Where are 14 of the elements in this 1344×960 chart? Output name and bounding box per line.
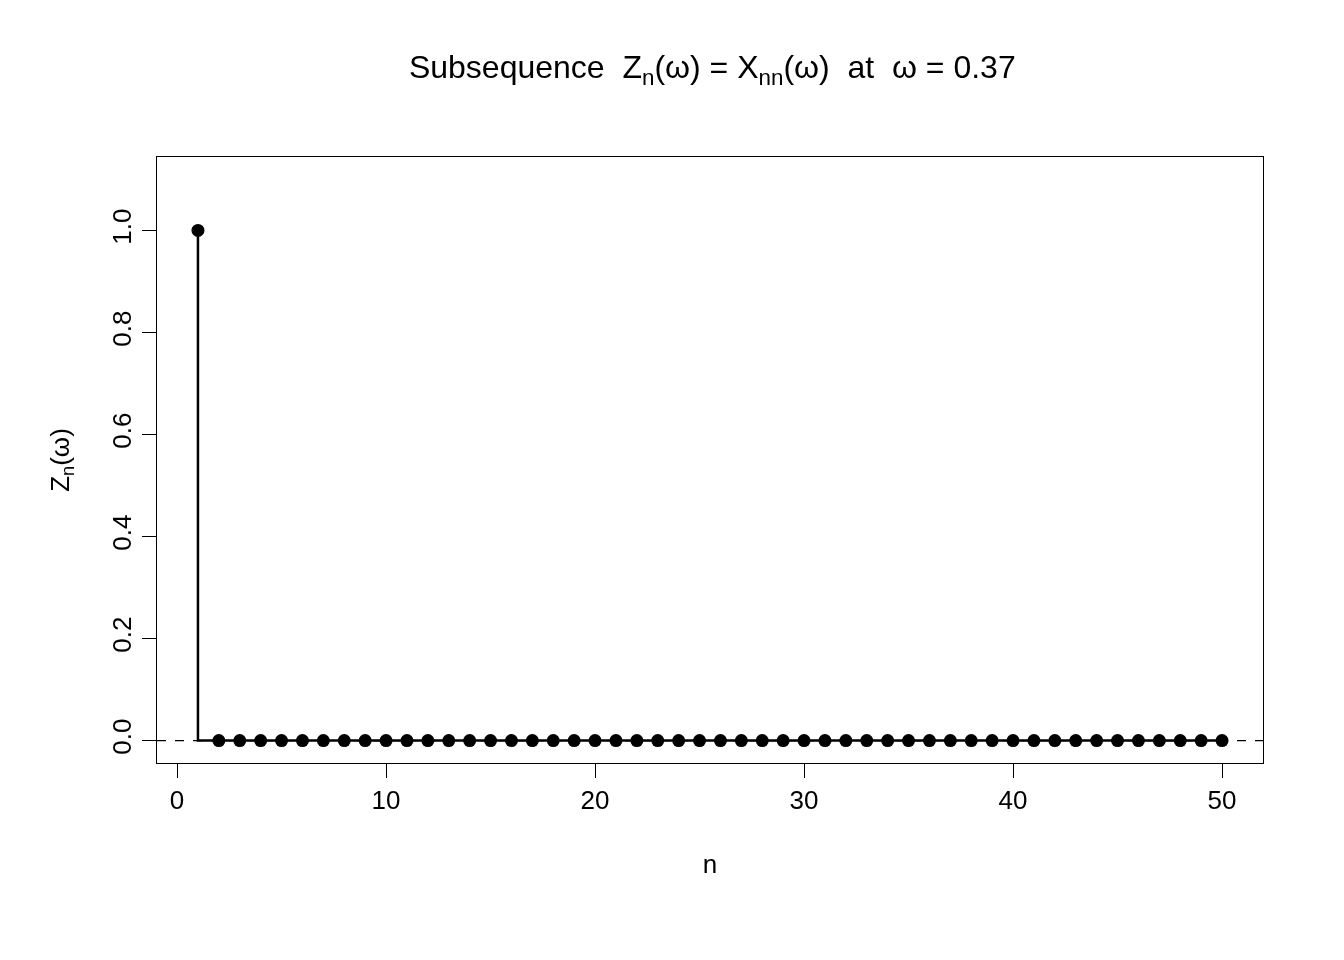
x-tick-label: 20 [580,785,610,816]
x-tick-label: 50 [1207,785,1237,816]
x-tick-label: 0 [169,785,185,816]
x-tick-label: 30 [789,785,819,816]
y-tick-label: 0.4 [107,514,138,551]
y-tick-label: 1.0 [107,208,138,245]
y-tick-label: 0.2 [107,616,138,653]
y-tick-label: 0.8 [107,310,138,347]
y-tick-label: 0.0 [107,718,138,755]
x-tick-label: 40 [998,785,1028,816]
x-tick-label: 10 [371,785,401,816]
chart-title: Subsequence Z$_{n}$(ω) = X$_{nn}$(ω) at ω = 0.37 [408,49,1016,91]
y-tick-label: 0.6 [107,412,138,449]
x-axis-title: n [702,849,718,880]
